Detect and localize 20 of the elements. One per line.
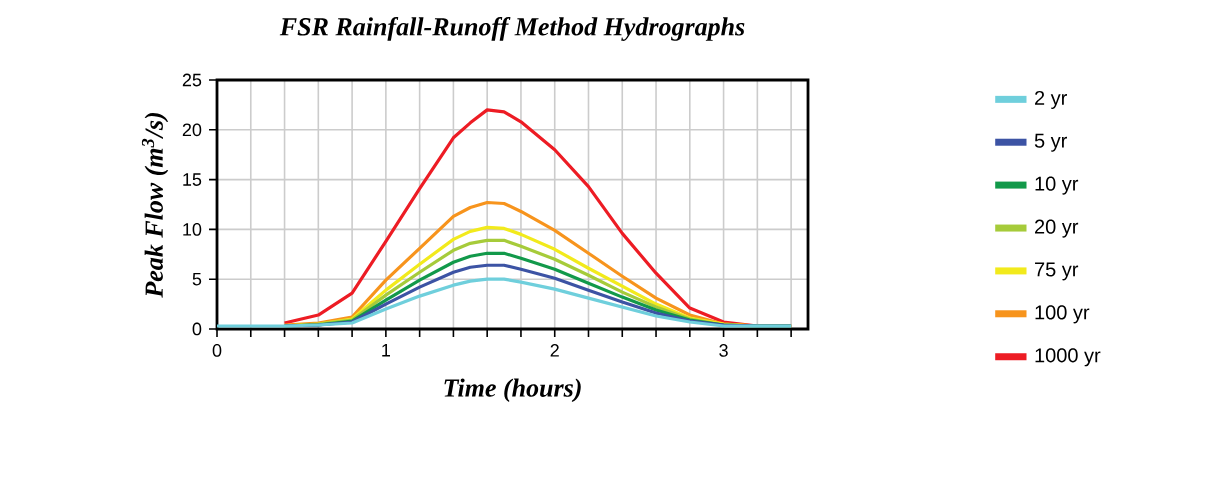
legend-label: 5 yr — [1034, 133, 1067, 152]
y-tick-label: 25 — [182, 73, 202, 87]
x-tick-label: 0 — [212, 344, 222, 357]
y-tick-label: 20 — [182, 123, 202, 137]
x-tick-label: 2 — [550, 344, 559, 357]
y-tick-label: 15 — [183, 173, 202, 186]
legend-label: 1000 yr — [1035, 348, 1101, 367]
legend-label: 100 yr — [1035, 305, 1090, 324]
legend-label: 2 yr — [1035, 90, 1067, 109]
x-tick-label: 1 — [382, 344, 390, 357]
legend-label: 20 yr — [1035, 219, 1079, 238]
y-tick-label: 5 — [192, 272, 202, 286]
y-axis-title: Peak Flow (m$^{3}$/s) — [141, 113, 169, 298]
y-tick-label: 10 — [183, 223, 202, 236]
y-tick-label: 0 — [192, 322, 202, 336]
x-tick-label: 3 — [719, 344, 728, 357]
x-axis-title: Time (hours) — [444, 378, 581, 403]
legend-label: 75 yr — [1035, 262, 1079, 281]
legend-label: 10 yr — [1035, 176, 1079, 195]
chart-title: FSR Rainfall-Runoff Method Hydrographs — [279, 17, 745, 41]
